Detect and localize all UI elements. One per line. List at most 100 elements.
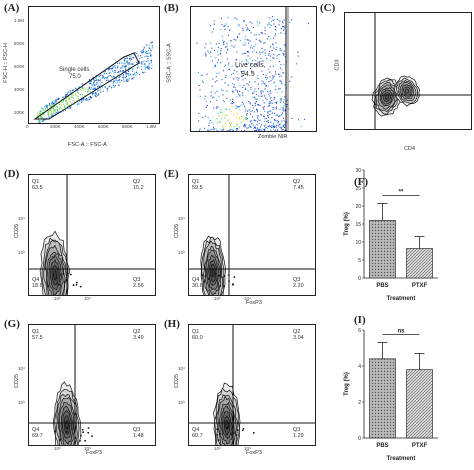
panel-b-label: (B) bbox=[164, 2, 179, 14]
panel-e-plot: Q1 59.5 Q2 7.45 Q4 30.8 Q3 2.20 bbox=[188, 174, 316, 296]
q4-name: Q4 bbox=[192, 427, 200, 433]
q2-value: 15.2 bbox=[133, 185, 144, 191]
tick-y-4: 10⁴ bbox=[18, 216, 25, 221]
panel-a-plot: Single cells 75.0 bbox=[28, 6, 160, 124]
chart-f-significance: ** bbox=[399, 189, 404, 195]
panel-f: (F) 0 5 10 15 20 25 30 Treg (%) Treatment PBS PTXF… bbox=[320, 160, 474, 310]
q4-name: Q4 bbox=[192, 277, 200, 283]
panel-c-contour bbox=[345, 13, 471, 129]
panel-h-plot: Q1 60.0 Q2 3.04 Q4 60.7 Q3 1.29 bbox=[188, 324, 316, 446]
tick-y-3: 10³ bbox=[18, 250, 25, 255]
panel-c-plot bbox=[344, 12, 472, 130]
q1-name: Q1 bbox=[192, 179, 200, 185]
tick-x-4: 10⁴ bbox=[244, 296, 251, 301]
chart-i: 0 2 4 6 Treg (%) Treatment PBS PTXF ns bbox=[344, 328, 438, 462]
panel-c-label: (C) bbox=[320, 2, 336, 14]
panel-b-scatter bbox=[196, 7, 309, 131]
tick-y-3: 10³ bbox=[178, 400, 185, 405]
q1-name: Q1 bbox=[192, 329, 200, 335]
panel-d-ylabel: CD25 bbox=[14, 223, 21, 239]
panel-g: (G) Q1 57.5 Q2 3.49 Q4 69.7 Q3 1.48 CD25 FoxP3 10³ 1… bbox=[0, 310, 160, 460]
panel-a-xtick: 400K bbox=[74, 124, 85, 129]
panel-a-ytick: 800K bbox=[14, 41, 25, 46]
q3-value: 1.29 bbox=[293, 433, 304, 439]
chart-f-xtick-pbs: PBS bbox=[376, 283, 388, 289]
q4-name: Q4 bbox=[32, 427, 40, 433]
chart-f-ytick-4: 20 bbox=[355, 204, 361, 210]
chart-f-bar-ptxf bbox=[406, 248, 433, 279]
panel-e-xlabel: FoxP3 bbox=[246, 300, 262, 306]
tick-y-3: 10³ bbox=[178, 250, 185, 255]
q3-value: 1.48 bbox=[133, 433, 144, 439]
gate-b-value: 94.5 bbox=[241, 71, 255, 78]
tick-x-4: 10⁴ bbox=[84, 296, 91, 301]
q1-value: 57.5 bbox=[32, 335, 43, 341]
q4-value: 30.8 bbox=[192, 283, 203, 289]
q2-value: 7.45 bbox=[293, 185, 304, 191]
panel-g-plot: Q1 57.5 Q2 3.49 Q4 69.7 Q3 1.48 bbox=[28, 324, 156, 446]
panel-h: (H) Q1 60.0 Q2 3.04 Q4 60.7 Q3 1.29 CD25 FoxP3 10³ 1… bbox=[160, 310, 320, 460]
tick-x-4: 10⁴ bbox=[244, 446, 251, 451]
chart-i-xtick-pbs: PBS bbox=[376, 443, 388, 449]
chart-i-significance: ns bbox=[397, 329, 405, 335]
panel-d-label: (D) bbox=[4, 168, 20, 180]
gate-a-value: 75.0 bbox=[69, 74, 81, 80]
tick-y-4: 10⁴ bbox=[178, 216, 185, 221]
chart-f-ylabel: Treg (%) bbox=[344, 212, 350, 236]
q2-value: 3.04 bbox=[293, 335, 304, 341]
q2-name: Q2 bbox=[133, 329, 141, 335]
gate-b-name: Live cells bbox=[235, 62, 264, 69]
panel-d: (D) Q1 63.5 Q2 15.2 Q4 18.8 Q3 2.56 CD25 10³ 10⁴ 10³… bbox=[0, 160, 160, 310]
chart-i-ytick-3: 6 bbox=[358, 328, 361, 334]
q3-name: Q3 bbox=[293, 427, 301, 433]
q2-name: Q2 bbox=[293, 179, 301, 185]
panel-e-contour bbox=[189, 175, 315, 295]
gate-a-name: Single cells bbox=[59, 67, 90, 73]
panel-e: (E) Q1 59.5 Q2 7.45 Q4 30.8 Q3 2.20 CD25 FoxP3 10³ 1… bbox=[160, 160, 320, 310]
panel-a-xtick: 1.0M bbox=[146, 124, 157, 129]
tick-y-4: 10⁴ bbox=[18, 366, 25, 371]
panel-c: (C) CD3 CD4 bbox=[318, 0, 474, 160]
q4-value: 18.8 bbox=[32, 283, 43, 289]
chart-i-ytick-0: 0 bbox=[358, 436, 361, 442]
panel-a-xtick: 800K bbox=[122, 124, 133, 129]
panel-a-ytick: 1.0M bbox=[14, 18, 25, 23]
q2-name: Q2 bbox=[133, 179, 141, 185]
panel-i: (I) 0 2 4 6 Treg (%) Treatment PBS PTXF ns bbox=[320, 310, 474, 470]
panel-a-xtick: 0 bbox=[26, 124, 29, 129]
q3-name: Q3 bbox=[293, 277, 301, 283]
q3-value: 2.56 bbox=[133, 283, 144, 289]
panel-a-xtick: 200K bbox=[50, 124, 61, 129]
panel-g-xlabel: FoxP3 bbox=[86, 450, 102, 456]
q1-value: 63.5 bbox=[32, 185, 43, 191]
chart-f-ytick-3: 15 bbox=[355, 222, 361, 228]
tick-y-3: 10³ bbox=[18, 400, 25, 405]
chart-i-xlabel: Treatment bbox=[387, 456, 416, 462]
q1-name: Q1 bbox=[32, 329, 40, 335]
q2-name: Q2 bbox=[293, 329, 301, 335]
panel-e-label: (E) bbox=[164, 168, 179, 180]
panel-a-xlabel: FSC-A :: FSC-A bbox=[68, 142, 107, 148]
panel-g-ylabel: CD25 bbox=[14, 373, 21, 389]
q3-name: Q3 bbox=[133, 277, 141, 283]
chart-i-ylabel: Treg (%) bbox=[344, 372, 350, 396]
q4-value: 69.7 bbox=[32, 433, 43, 439]
panel-b: (B) Live cells 94.5 SSC-A :: SSC-A Zombi… bbox=[160, 0, 320, 160]
panel-d-plot: Q1 63.5 Q2 15.2 Q4 18.8 Q3 2.56 bbox=[28, 174, 156, 296]
tick-y-4: 10⁴ bbox=[178, 366, 185, 371]
panel-c-xlabel: CD4 bbox=[404, 146, 416, 152]
panel-a-ytick: 200K bbox=[14, 110, 25, 115]
tick-x-4: 10⁴ bbox=[84, 446, 91, 451]
chart-i-xtick-ptxf: PTXF bbox=[412, 443, 428, 449]
chart-f-ytick-1: 5 bbox=[358, 258, 361, 264]
panel-h-xlabel: FoxP3 bbox=[246, 450, 262, 456]
panel-a-label: (A) bbox=[4, 2, 20, 14]
q3-name: Q3 bbox=[133, 427, 141, 433]
chart-i-ytick-1: 2 bbox=[358, 400, 361, 406]
panel-a-ytick: 600K bbox=[14, 64, 25, 69]
panel-c-ylabel: CD3 bbox=[334, 59, 341, 71]
panel-i-label: (I) bbox=[354, 314, 366, 326]
chart-i-ytick-2: 4 bbox=[358, 364, 361, 370]
tick-x-3: 10³ bbox=[54, 296, 61, 301]
panel-b-xlabel: Zombie NIR bbox=[258, 134, 288, 140]
